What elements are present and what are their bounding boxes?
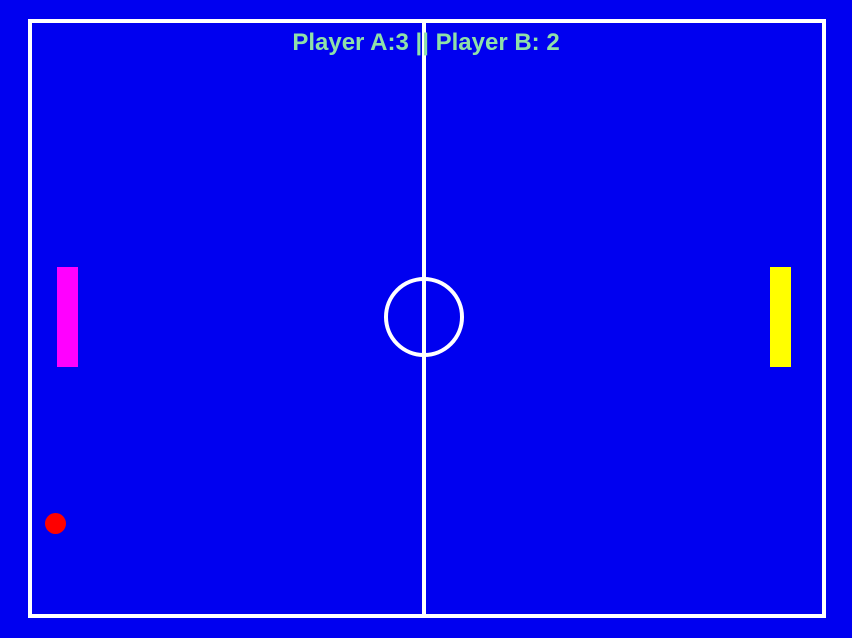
center-circle <box>384 277 464 357</box>
court-boundary <box>28 19 826 618</box>
ball <box>45 513 66 534</box>
scoreboard: Player A:3 || Player B: 2 <box>292 29 560 56</box>
player-b-paddle[interactable] <box>770 267 791 367</box>
player-a-paddle[interactable] <box>57 267 78 367</box>
